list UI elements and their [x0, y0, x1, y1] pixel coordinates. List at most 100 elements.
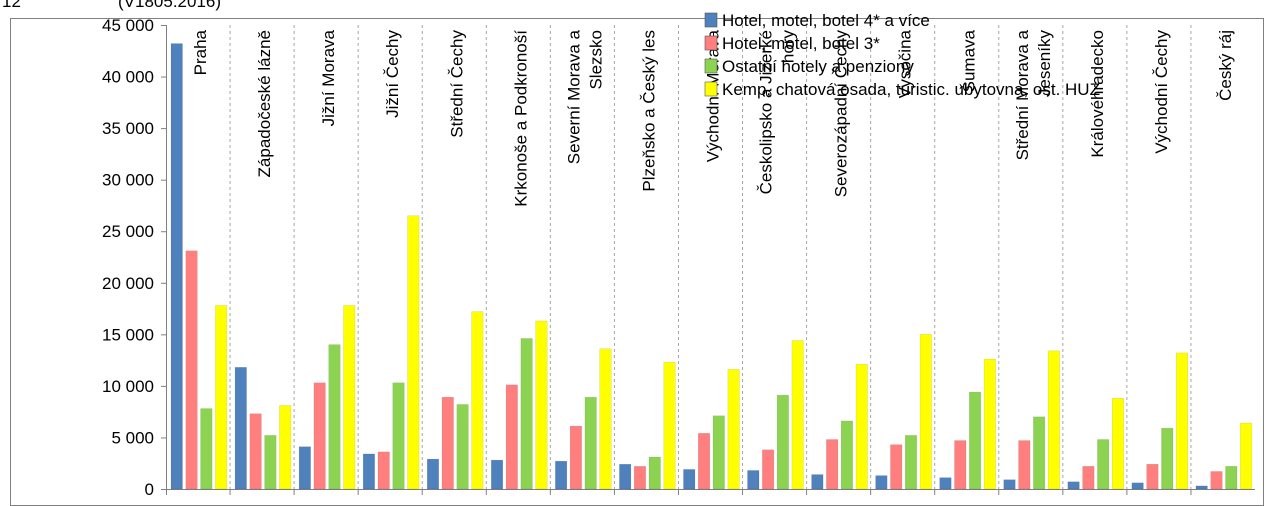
- bar: [362, 453, 375, 490]
- category-label: Střední Morava a: [1013, 29, 1032, 160]
- bar: [249, 413, 262, 490]
- bar: [555, 460, 568, 490]
- category-label: Západočeské lázně: [255, 30, 274, 177]
- legend-label: Ostatní hotely a penziony: [722, 57, 914, 76]
- category-label: hory: [779, 30, 798, 64]
- bar: [170, 43, 183, 490]
- bar: [279, 405, 292, 490]
- bar: [313, 382, 326, 490]
- category-label: Šumava: [960, 29, 979, 92]
- bar: [584, 396, 597, 490]
- bar: [1240, 422, 1253, 490]
- bar: [392, 382, 405, 490]
- bar: [1033, 416, 1046, 490]
- bar: [505, 384, 518, 490]
- y-tick-label: 15 000: [102, 325, 154, 344]
- y-tick-label: 30 000: [102, 171, 154, 190]
- y-tick-label: 35 000: [102, 119, 154, 138]
- bar: [298, 446, 311, 490]
- y-tick-label: 45 000: [102, 16, 154, 35]
- bar: [377, 451, 390, 490]
- y-tick-label: 5 000: [111, 428, 154, 447]
- bar: [1097, 439, 1110, 490]
- bar: [1067, 481, 1080, 490]
- bar: [215, 305, 228, 490]
- bar: [185, 250, 198, 490]
- bar: [441, 396, 454, 490]
- bar: [234, 367, 247, 490]
- bar: [520, 338, 533, 490]
- bar: [776, 394, 789, 490]
- legend-swatch: [704, 35, 718, 51]
- bar: [855, 363, 868, 490]
- bar: [840, 420, 853, 490]
- bar: [1047, 350, 1060, 490]
- bar: [200, 408, 213, 490]
- bar: [969, 391, 982, 490]
- bar: [791, 340, 804, 490]
- bar: [939, 477, 952, 490]
- bar: [264, 435, 277, 490]
- bar: [1195, 485, 1208, 490]
- bar: [683, 469, 696, 490]
- legend-swatch: [704, 58, 718, 74]
- bar: [426, 458, 439, 490]
- category-label: Český ráj: [1216, 30, 1235, 101]
- legend-swatch: [704, 12, 718, 28]
- category-label: Plzeňsko a Český les: [639, 30, 658, 192]
- bar: [698, 433, 711, 490]
- bar: [456, 404, 469, 490]
- bar: [1082, 466, 1095, 490]
- category-label: Jižní Morava: [319, 29, 338, 126]
- bar: [343, 305, 356, 490]
- bar: [1018, 440, 1031, 490]
- bar: [407, 215, 420, 490]
- bar: [1003, 479, 1016, 490]
- y-tick-label: 25 000: [102, 222, 154, 241]
- y-tick-label: 10 000: [102, 377, 154, 396]
- bar: [727, 369, 740, 490]
- category-label: Střední Čechy: [447, 30, 466, 138]
- legend-label: Kemp, chatová osada, turistic. ubytovna,…: [722, 80, 1100, 99]
- bar: [762, 449, 775, 490]
- y-tick-label: 20 000: [102, 274, 154, 293]
- bar: [747, 470, 760, 490]
- category-label: Severní Morava a: [564, 29, 583, 164]
- category-label: Slezsko: [586, 30, 605, 90]
- category-label: Jižní Čechy: [383, 30, 402, 118]
- bar: [599, 348, 612, 490]
- bar: [983, 358, 996, 490]
- bar: [648, 456, 661, 490]
- bar: [811, 474, 824, 490]
- bar: [1161, 427, 1174, 490]
- bar: [826, 439, 839, 490]
- category-label: Královéhradecko: [1088, 30, 1107, 158]
- category-label: Jeseníky: [1035, 30, 1054, 98]
- category-label: Vysočina: [896, 29, 915, 98]
- category-label: Severozápadní Čechy: [832, 30, 851, 198]
- bar: [1225, 466, 1238, 490]
- y-tick-label: 40 000: [102, 68, 154, 87]
- category-label: Východní Čechy: [1152, 30, 1171, 154]
- header-left-text: 12: [2, 0, 21, 11]
- category-label: Českolipsko a Jizerké: [757, 30, 776, 194]
- legend-label: Hotel, motel, botel 3*: [722, 34, 880, 53]
- bar: [919, 334, 932, 490]
- header-right-text: (V1805.2016): [118, 0, 222, 11]
- category-label: Praha: [191, 29, 210, 75]
- bar: [619, 464, 632, 490]
- bar: [1146, 464, 1159, 490]
- bar: [712, 415, 725, 490]
- bar: [471, 311, 484, 490]
- bar: [569, 425, 582, 490]
- bar: [328, 344, 341, 490]
- bar: [904, 435, 917, 490]
- bar: [663, 361, 676, 490]
- bar: [491, 459, 504, 490]
- bar: [890, 444, 903, 490]
- bar: [535, 320, 548, 490]
- bar: [1210, 471, 1223, 490]
- bar: [1111, 398, 1124, 490]
- legend-label: Hotel, motel, botel 4* a více: [722, 11, 930, 30]
